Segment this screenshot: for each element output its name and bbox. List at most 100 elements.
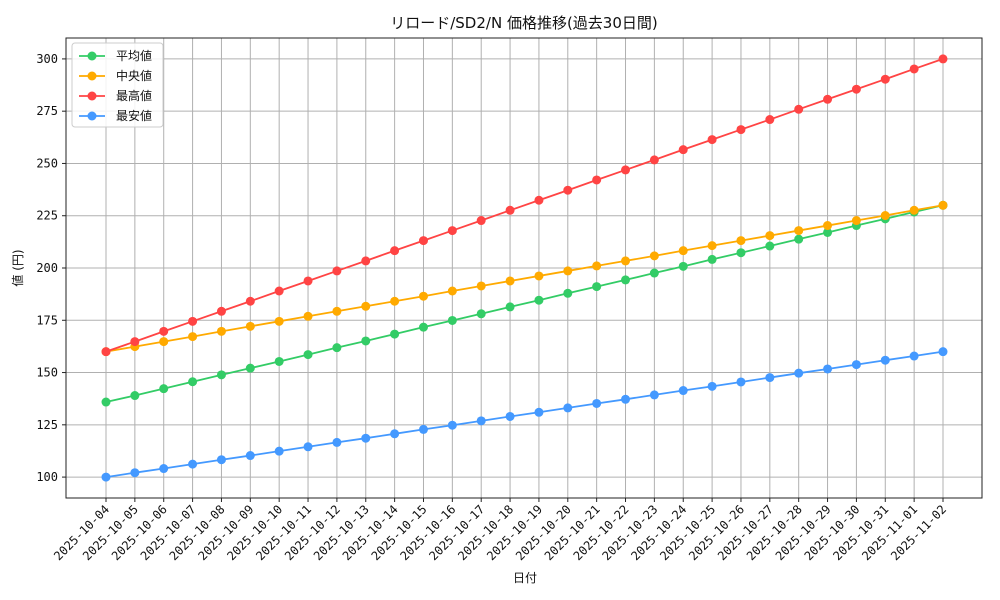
data-point xyxy=(130,391,140,401)
data-point xyxy=(851,84,861,94)
data-point xyxy=(592,282,602,292)
data-point xyxy=(418,291,428,301)
data-point xyxy=(159,384,169,394)
data-point xyxy=(794,104,804,114)
data-point xyxy=(303,350,313,360)
data-point xyxy=(303,442,313,452)
data-point xyxy=(707,381,717,391)
data-point xyxy=(649,155,659,165)
data-point xyxy=(823,221,833,231)
y-tick-label: 300 xyxy=(36,52,58,66)
data-point xyxy=(390,429,400,439)
data-point xyxy=(736,125,746,135)
data-point xyxy=(188,459,198,469)
data-point xyxy=(707,241,717,251)
data-point xyxy=(245,363,255,373)
data-point xyxy=(332,266,342,276)
legend-label: 最高値 xyxy=(116,88,152,103)
series-3 xyxy=(101,347,948,482)
y-axis-title: 値 (円) xyxy=(10,249,25,286)
series-layer xyxy=(101,54,948,482)
data-point xyxy=(418,236,428,246)
legend-item: 最高値 xyxy=(79,88,152,103)
series-line xyxy=(105,204,944,403)
series-line xyxy=(105,204,944,353)
data-point xyxy=(621,165,631,175)
data-point xyxy=(563,403,573,413)
data-point xyxy=(216,306,226,316)
legend-label: 最安値 xyxy=(116,108,152,123)
data-point xyxy=(534,271,544,281)
data-point xyxy=(245,321,255,331)
data-point xyxy=(361,336,371,346)
data-point xyxy=(159,326,169,336)
series-0 xyxy=(101,200,948,407)
legend-box xyxy=(71,42,164,128)
data-point xyxy=(938,54,948,64)
data-point xyxy=(880,355,890,365)
chart-title: リロード/SD2/N 価格推移(過去30日間) xyxy=(390,14,658,32)
data-point xyxy=(101,472,111,482)
data-point xyxy=(361,256,371,266)
data-point xyxy=(563,266,573,276)
data-point xyxy=(245,296,255,306)
data-point xyxy=(707,135,717,145)
data-point xyxy=(332,437,342,447)
data-point xyxy=(332,343,342,353)
data-point xyxy=(563,185,573,195)
data-point xyxy=(823,227,833,237)
legend-label: 中央値 xyxy=(116,68,152,83)
legend-marker xyxy=(87,51,97,61)
data-point xyxy=(736,236,746,246)
series-1 xyxy=(101,200,948,357)
data-point xyxy=(245,451,255,461)
data-point xyxy=(476,416,486,426)
series-line xyxy=(105,350,944,478)
data-point xyxy=(361,301,371,311)
y-tick-label: 250 xyxy=(36,156,58,170)
data-point xyxy=(823,364,833,374)
data-point xyxy=(592,398,602,408)
data-point xyxy=(447,315,457,325)
data-point xyxy=(649,268,659,278)
data-point xyxy=(505,411,515,421)
data-point xyxy=(332,306,342,316)
data-point xyxy=(794,234,804,244)
data-point xyxy=(188,332,198,342)
data-point xyxy=(476,216,486,226)
data-point xyxy=(303,276,313,286)
y-tick-label: 200 xyxy=(36,261,58,275)
data-point xyxy=(649,251,659,261)
data-point xyxy=(505,205,515,215)
data-point xyxy=(159,464,169,474)
data-point xyxy=(678,246,688,256)
x-axis-title: 日付 xyxy=(513,571,537,585)
data-point xyxy=(592,175,602,185)
data-point xyxy=(880,211,890,221)
series-line xyxy=(105,58,944,353)
data-point xyxy=(188,316,198,326)
data-point xyxy=(390,329,400,339)
data-point xyxy=(736,377,746,387)
data-point xyxy=(765,231,775,241)
data-point xyxy=(447,286,457,296)
data-point xyxy=(390,296,400,306)
data-point xyxy=(130,337,140,347)
data-point xyxy=(476,281,486,291)
data-point xyxy=(274,446,284,456)
data-point xyxy=(678,386,688,396)
data-point xyxy=(621,275,631,285)
legend-marker xyxy=(87,91,97,101)
data-point xyxy=(303,311,313,321)
y-axis: 100 125 150 175 200 225 250 275 300 xyxy=(36,52,66,484)
data-point xyxy=(447,420,457,430)
data-point xyxy=(534,407,544,417)
data-point xyxy=(418,322,428,332)
data-point xyxy=(534,195,544,205)
legend-item: 中央値 xyxy=(79,68,152,83)
legend-item: 平均値 xyxy=(79,48,152,63)
y-tick-label: 175 xyxy=(36,313,58,327)
